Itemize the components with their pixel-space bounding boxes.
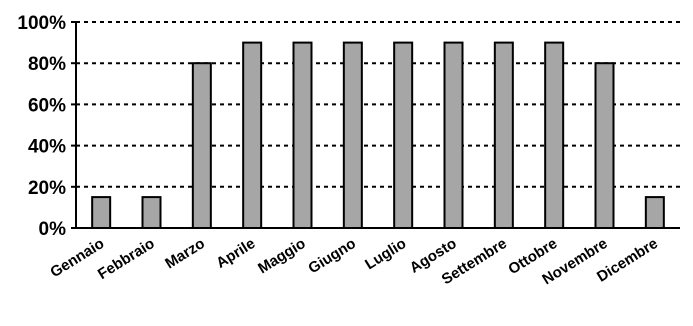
x-tick-label: Febbraio [95,235,158,283]
x-tick-label: Aprile [213,235,258,272]
bar-marzo [191,62,212,230]
x-tick-label: Luglio [362,235,409,273]
bar-ottobre [544,41,565,229]
bar-luglio [393,41,414,229]
axes [71,21,680,229]
y-tick-label: 100% [17,13,66,34]
x-tick-label: Marzo [162,235,208,272]
bar-novembre [594,62,615,230]
bar-maggio [292,41,313,229]
y-tick-label: 60% [28,95,66,116]
bar-settembre [493,41,514,229]
y-tick-label: 80% [28,54,66,75]
bar-aprile [242,41,263,229]
gridlines [76,21,680,188]
bar-gennaio [91,196,112,230]
y-tick-label: 20% [28,178,66,199]
y-tick-labels: 0% 20% 40% 60% 80% 100% [17,13,66,240]
bar-dicembre [644,196,665,230]
bar-febbraio [141,196,162,230]
bar-giugno [342,41,363,229]
x-tick-label: Giugno [305,235,359,277]
y-tick-label: 0% [39,219,67,240]
bars [91,41,665,230]
x-tick-label: Maggio [255,235,309,277]
bar-agosto [443,41,464,229]
y-tick-label: 40% [28,137,66,158]
